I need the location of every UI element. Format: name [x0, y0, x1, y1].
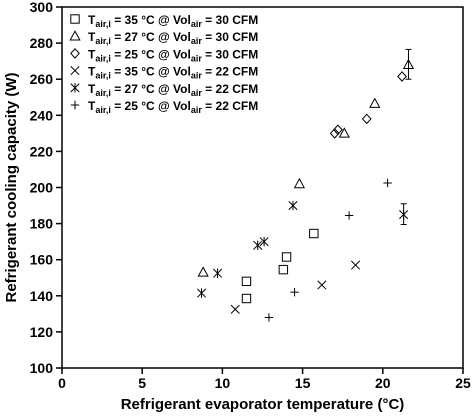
x-tick-label: 25: [455, 375, 471, 391]
y-tick-label: 140: [30, 288, 54, 304]
error-bar: [405, 48, 412, 80]
y-tick-label: 280: [30, 35, 54, 51]
x-tick-label: 15: [295, 375, 311, 391]
legend-marker: [70, 100, 80, 110]
legend-marker: [70, 66, 80, 76]
data-point-series-3: [397, 71, 407, 82]
data-point-series-6: [264, 313, 274, 322]
y-tick-label: 120: [30, 324, 54, 340]
legend-entry: Tair,i = 27 °C @ Volair = 30 CFM: [88, 30, 258, 46]
data-point-series-4: [230, 304, 240, 314]
data-point-series-5: [259, 236, 269, 247]
data-point-series-4: [317, 280, 327, 290]
legend-entry: Tair,i = 25 °C @ Volair = 22 CFM: [88, 99, 258, 115]
data-point-series-1: [309, 228, 319, 239]
y-tick-label: 160: [30, 252, 54, 268]
legend-entry: Tair,i = 25 °C @ Volair = 30 CFM: [88, 47, 258, 63]
y-tick-label: 240: [30, 107, 54, 123]
x-tick-label: 20: [375, 375, 391, 391]
y-tick-label: 200: [30, 180, 54, 196]
data-point-series-2: [338, 127, 350, 138]
data-point-series-6: [383, 178, 392, 188]
data-point-series-5: [196, 288, 207, 298]
data-point-series-2: [197, 266, 209, 277]
data-markers: [196, 58, 415, 322]
data-point-series-5: [288, 200, 298, 211]
data-point-series-2: [369, 97, 381, 108]
y-tick-label: 180: [30, 216, 54, 232]
legend-entry: Tair,i = 27 °C @ Volair = 22 CFM: [88, 82, 258, 98]
data-point-series-5: [213, 268, 223, 278]
data-point-series-5: [253, 240, 263, 250]
tick-labels: 0 5 10 15 20 25 100 120 140 160 180 200 220 240 260 280…: [30, 0, 471, 391]
y-tick-label: 300: [30, 0, 54, 15]
data-point-series-3: [329, 128, 340, 139]
data-point-series-3: [333, 124, 343, 136]
y-tick-label: 260: [30, 71, 54, 87]
x-tick-label: 5: [138, 375, 146, 391]
x-tick-label: 10: [215, 375, 231, 391]
data-point-series-6: [290, 287, 299, 297]
data-point-series-1: [278, 264, 289, 275]
data-point-series-1: [281, 252, 292, 262]
data-point-series-5: [399, 209, 409, 220]
x-axis-label: Refrigerant evaporator temperature (°C): [121, 396, 405, 413]
legend-marker: [70, 48, 80, 59]
axis-ticks: [56, 6, 464, 374]
y-tick-label: 100: [30, 360, 54, 376]
legend-marker: [69, 30, 81, 41]
y-tick-label: 220: [30, 143, 54, 159]
y-axis-label: Refrigerant cooling capacity (W): [3, 72, 20, 302]
legend-marker: [70, 83, 80, 93]
legend-marker: [70, 14, 80, 24]
legend-entry: Tair,i = 35 °C @ Volair = 22 CFM: [88, 65, 258, 81]
data-point-series-3: [361, 113, 372, 125]
x-tick-label: 0: [58, 375, 66, 391]
data-point-series-1: [241, 293, 252, 304]
data-point-series-2: [293, 177, 306, 189]
data-point-series-6: [344, 211, 354, 220]
legend-entry: Tair,i = 35 °C @ Volair = 30 CFM: [88, 13, 258, 29]
data-point-series-1: [241, 276, 252, 287]
data-point-series-2: [402, 58, 415, 70]
data-point-series-4: [350, 260, 361, 270]
